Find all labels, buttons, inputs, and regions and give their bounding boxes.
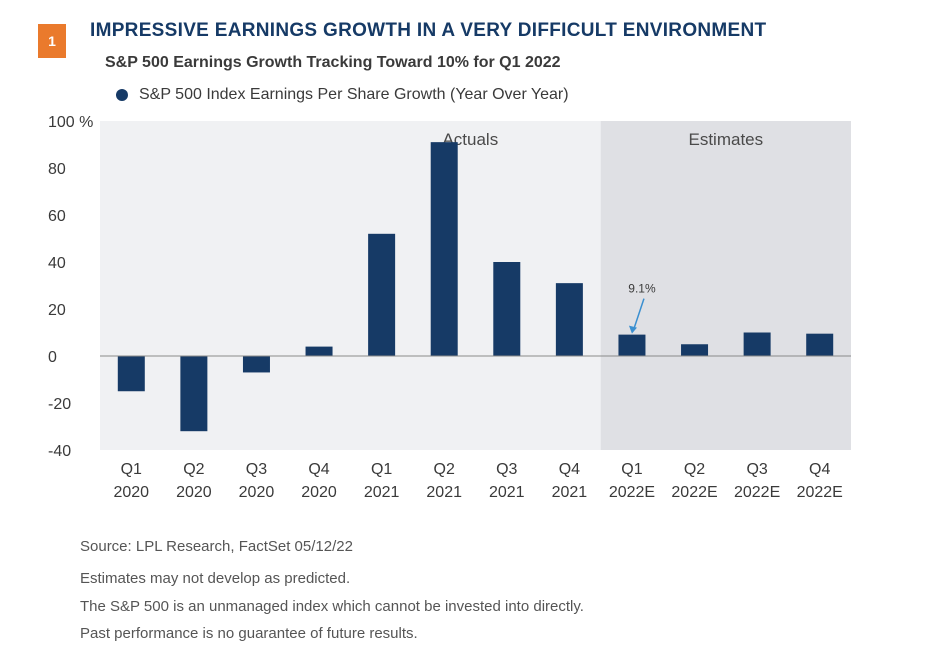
x-tick-label-quarter: Q4 <box>308 461 329 478</box>
x-tick-label-quarter: Q1 <box>121 461 142 478</box>
x-tick-label-quarter: Q1 <box>371 461 392 478</box>
x-tick-label-year: 2021 <box>364 484 400 501</box>
x-tick-label-quarter: Q2 <box>183 461 204 478</box>
figure-number-badge: 1 <box>38 24 66 58</box>
legend: S&P 500 Index Earnings Per Share Growth … <box>116 86 569 104</box>
x-tick-label-year: 2020 <box>239 484 275 501</box>
x-tick-label-year: 2020 <box>301 484 337 501</box>
legend-dot-icon <box>116 89 128 101</box>
disclaimer-estimates: Estimates may not develop as predicted. <box>80 570 351 587</box>
x-tick-label-quarter: Q1 <box>621 461 642 478</box>
y-tick-label: -40 <box>48 443 71 460</box>
y-tick-label: 100 % <box>48 114 93 131</box>
x-tick-label-quarter: Q3 <box>496 461 517 478</box>
region-label-estimates: Estimates <box>689 130 764 149</box>
x-tick-label-quarter: Q3 <box>246 461 267 478</box>
chart-subtitle: S&P 500 Earnings Growth Tracking Toward … <box>105 54 561 71</box>
y-tick-label: 60 <box>48 208 66 225</box>
disclaimer-index: The S&P 500 is an unmanaged index which … <box>80 598 584 615</box>
disclaimer-performance: Past performance is no guarantee of futu… <box>80 625 418 642</box>
y-tick-label: 0 <box>48 349 57 366</box>
x-tick-label-year: 2022E <box>671 484 717 501</box>
x-tick-label-quarter: Q4 <box>559 461 580 478</box>
legend-label: S&P 500 Index Earnings Per Share Growth … <box>139 86 569 103</box>
annotation-arrow-line <box>633 298 645 329</box>
y-tick-label: 20 <box>48 302 66 319</box>
bar-q3-2020 <box>242 356 270 373</box>
bar-q3-2021 <box>493 262 521 356</box>
x-tick-label-year: 2022E <box>734 484 780 501</box>
y-tick-label: -20 <box>48 396 71 413</box>
x-tick-label-year: 2021 <box>426 484 462 501</box>
annotation-arrow-head <box>628 325 637 334</box>
chart-title: IMPRESSIVE EARNINGS GROWTH IN A VERY DIF… <box>90 20 767 41</box>
bar-q1-2022e <box>618 334 646 356</box>
x-tick-label-year: 2022E <box>609 484 655 501</box>
x-tick-label-quarter: Q2 <box>434 461 455 478</box>
bar-q2-2022e <box>681 344 709 356</box>
bar-q4-2020 <box>305 346 333 356</box>
x-tick-label-year: 2021 <box>552 484 588 501</box>
source-note: Source: LPL Research, FactSet 05/12/22 <box>80 538 353 555</box>
x-tick-label-quarter: Q3 <box>746 461 767 478</box>
y-tick-label: 80 <box>48 161 66 178</box>
x-tick-label-quarter: Q4 <box>809 461 830 478</box>
x-tick-label-quarter: Q2 <box>684 461 705 478</box>
bar-q1-2021 <box>368 233 396 356</box>
bar-q3-2022e <box>743 332 771 356</box>
x-tick-label-year: 2020 <box>113 484 149 501</box>
x-tick-label-year: 2021 <box>489 484 525 501</box>
x-tick-label-year: 2020 <box>176 484 212 501</box>
bar-q1-2020 <box>117 356 145 392</box>
y-tick-label: 40 <box>48 255 66 272</box>
x-tick-label-year: 2022E <box>797 484 843 501</box>
region-background-actuals <box>100 121 601 450</box>
bar-q2-2020 <box>180 356 208 432</box>
bar-q4-2022e <box>806 333 834 356</box>
bar-q4-2021 <box>555 283 583 356</box>
bar-q2-2021 <box>430 142 458 356</box>
region-background-estimates <box>600 121 851 450</box>
data-label-annotation: 9.1% <box>628 282 656 296</box>
